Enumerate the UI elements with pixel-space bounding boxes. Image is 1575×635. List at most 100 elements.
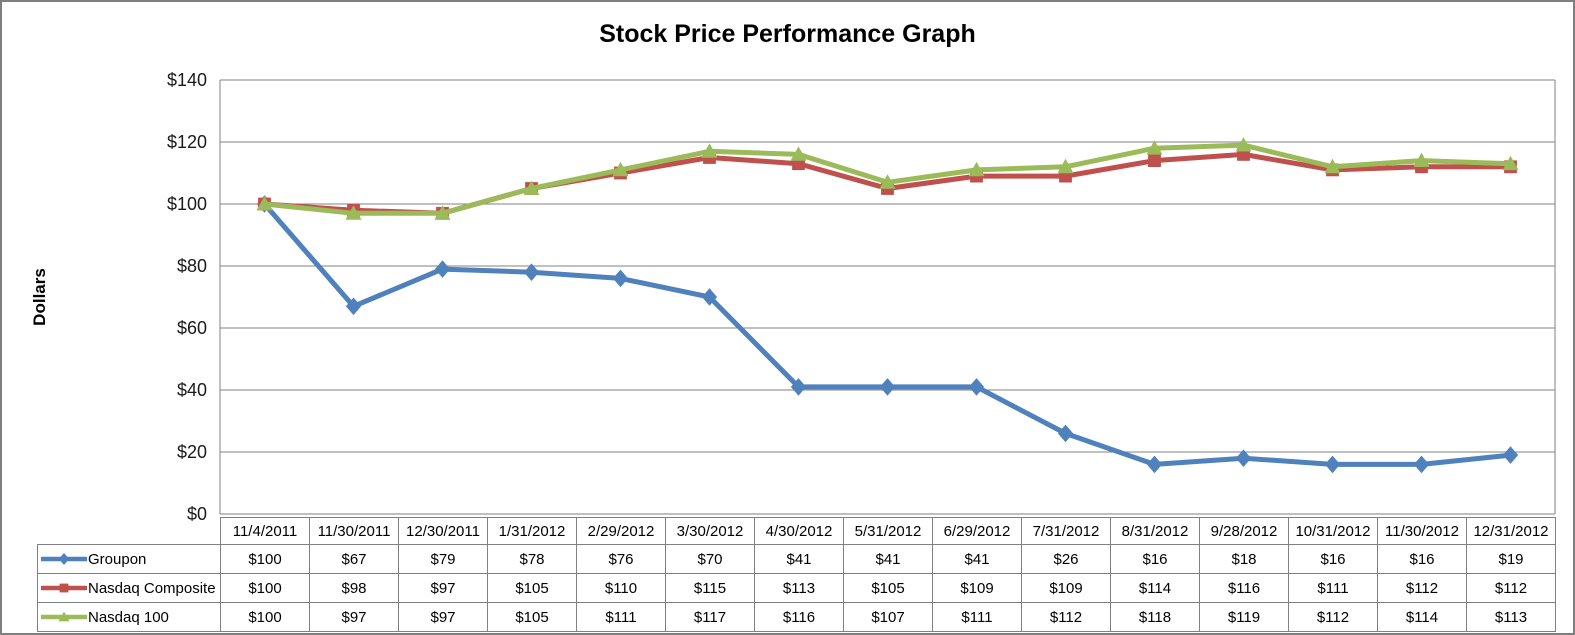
table-value-cell: $78 bbox=[487, 544, 577, 574]
square-marker-icon bbox=[59, 583, 69, 593]
table-value-cell: $115 bbox=[665, 573, 755, 603]
triangle-marker-icon bbox=[612, 161, 629, 177]
triangle-marker-icon bbox=[256, 196, 273, 211]
table-value-cell: $113 bbox=[754, 573, 844, 603]
legend-key-triangle-icon bbox=[39, 611, 89, 622]
series-name-label: Nasdaq Composite bbox=[88, 579, 216, 597]
table-value-cell: $16 bbox=[1288, 544, 1378, 574]
diamond-marker-icon bbox=[879, 378, 896, 396]
date-header-cell: 11/4/2011 bbox=[220, 517, 310, 545]
diamond-marker-icon bbox=[523, 263, 540, 281]
date-header-cell: 11/30/2011 bbox=[309, 517, 399, 545]
triangle-marker-icon bbox=[879, 174, 896, 189]
table-value-cell: $114 bbox=[1377, 602, 1467, 632]
triangle-marker-icon bbox=[1502, 155, 1519, 171]
date-header-cell: 4/30/2012 bbox=[754, 517, 844, 545]
table-value-cell: $111 bbox=[576, 602, 666, 632]
gridlines bbox=[220, 79, 1555, 515]
legend-key-diamond-icon bbox=[39, 553, 89, 566]
table-value-cell: $41 bbox=[932, 544, 1022, 574]
date-header-cell: 1/31/2012 bbox=[487, 517, 577, 545]
triangle-marker-icon bbox=[1235, 137, 1252, 152]
date-header-cell: 3/30/2012 bbox=[665, 517, 755, 545]
table-value-cell: $116 bbox=[754, 602, 844, 632]
square-marker-icon bbox=[1148, 154, 1161, 167]
table-value-cell: $100 bbox=[220, 602, 310, 632]
table-value-cell: $105 bbox=[487, 573, 577, 603]
table-value-cell: $100 bbox=[220, 573, 310, 603]
table-value-cell: $117 bbox=[665, 602, 755, 632]
table-value-cell: $97 bbox=[309, 602, 399, 632]
data-table: 11/4/2011 11/30/2011 12/30/2011 1/31/2012 2/… bbox=[37, 517, 1556, 632]
table-value-cell: $41 bbox=[754, 544, 844, 574]
y-axis-tick-label: $0 bbox=[186, 504, 207, 524]
series-nasdaq-100 bbox=[256, 137, 1519, 220]
diamond-marker-icon bbox=[345, 297, 362, 316]
y-axis-tick-label: $20 bbox=[176, 442, 207, 462]
table-value-cell: $107 bbox=[843, 602, 933, 632]
table-corner-spacer bbox=[38, 518, 221, 545]
legend-cell-nasdaq-composite: Nasdaq Composite bbox=[37, 573, 221, 603]
triangle-marker-icon bbox=[345, 205, 362, 220]
y-axis-tick-label: $140 bbox=[166, 70, 207, 90]
table-value-cell: $112 bbox=[1288, 602, 1378, 632]
table-value-cell: $110 bbox=[576, 573, 666, 603]
table-value-cell: $109 bbox=[1021, 573, 1111, 603]
y-axis-tick-label: $80 bbox=[176, 256, 207, 276]
series-groupon bbox=[256, 195, 1519, 474]
diamond-marker-icon bbox=[968, 378, 985, 396]
series-name-label: Nasdaq 100 bbox=[88, 608, 169, 626]
diamond-marker-icon bbox=[612, 269, 629, 288]
diamond-marker-icon bbox=[1235, 449, 1252, 467]
table-value-cell: $97 bbox=[398, 602, 488, 632]
diamond-marker-icon bbox=[434, 260, 451, 278]
date-header-cell: 9/28/2012 bbox=[1199, 517, 1289, 545]
table-value-cell: $26 bbox=[1021, 544, 1111, 574]
date-header-cell: 10/31/2012 bbox=[1288, 517, 1378, 545]
chart-title: Stock Price Performance Graph bbox=[599, 20, 976, 48]
diamond-marker-icon bbox=[1146, 455, 1163, 474]
date-header-cell: 8/31/2012 bbox=[1110, 517, 1200, 545]
table-value-cell: $70 bbox=[665, 544, 755, 574]
table-value-cell: $113 bbox=[1466, 602, 1556, 632]
y-axis-tick-label: $40 bbox=[176, 380, 207, 400]
diamond-marker-icon bbox=[1057, 424, 1074, 443]
triangle-marker-icon bbox=[1146, 140, 1163, 155]
table-value-cell: $18 bbox=[1199, 544, 1289, 574]
table-value-cell: $119 bbox=[1199, 602, 1289, 632]
table-row-nasdaq-100: Nasdaq 100 $100 $97 $97 $105 $111 $117 $116 $107… bbox=[37, 602, 1556, 632]
date-header-cell: 5/31/2012 bbox=[843, 517, 933, 545]
table-row-groupon: Groupon $100 $67 $79 $78 $76 $70 $41 $41 $41 $26 $1… bbox=[37, 544, 1556, 574]
legend-cell-nasdaq-100: Nasdaq 100 bbox=[37, 602, 221, 632]
table-value-cell: $16 bbox=[1377, 544, 1467, 574]
diamond-marker-icon bbox=[58, 553, 70, 566]
triangle-marker-icon bbox=[1057, 158, 1074, 174]
table-value-cell: $109 bbox=[932, 573, 1022, 603]
triangle-marker-icon bbox=[523, 180, 540, 195]
date-header-cell: 7/31/2012 bbox=[1021, 517, 1111, 545]
table-value-cell: $111 bbox=[932, 602, 1022, 632]
y-axis-tick-label: $60 bbox=[176, 318, 207, 338]
table-value-cell: $118 bbox=[1110, 602, 1200, 632]
date-header-cell: 6/29/2012 bbox=[932, 517, 1022, 545]
date-header-cell: 12/31/2012 bbox=[1466, 517, 1556, 545]
table-value-cell: $112 bbox=[1466, 573, 1556, 603]
diamond-marker-icon bbox=[1324, 455, 1341, 474]
legend-cell-groupon: Groupon bbox=[37, 544, 221, 574]
date-header-cell: 2/29/2012 bbox=[576, 517, 666, 545]
series-name-label: Groupon bbox=[88, 550, 147, 568]
date-header-cell: 11/30/2012 bbox=[1377, 517, 1467, 545]
table-value-cell: $98 bbox=[309, 573, 399, 603]
triangle-marker-icon bbox=[1413, 152, 1430, 167]
y-axis-tick-label: $100 bbox=[166, 194, 207, 214]
triangle-marker-icon bbox=[790, 146, 807, 161]
table-value-cell: $19 bbox=[1466, 544, 1556, 574]
table-value-cell: $67 bbox=[309, 544, 399, 574]
triangle-marker-icon bbox=[701, 143, 718, 158]
table-value-cell: $105 bbox=[487, 602, 577, 632]
table-value-cell: $41 bbox=[843, 544, 933, 574]
table-value-cell: $112 bbox=[1377, 573, 1467, 603]
table-value-cell: $79 bbox=[398, 544, 488, 574]
table-value-cell: $111 bbox=[1288, 573, 1378, 603]
